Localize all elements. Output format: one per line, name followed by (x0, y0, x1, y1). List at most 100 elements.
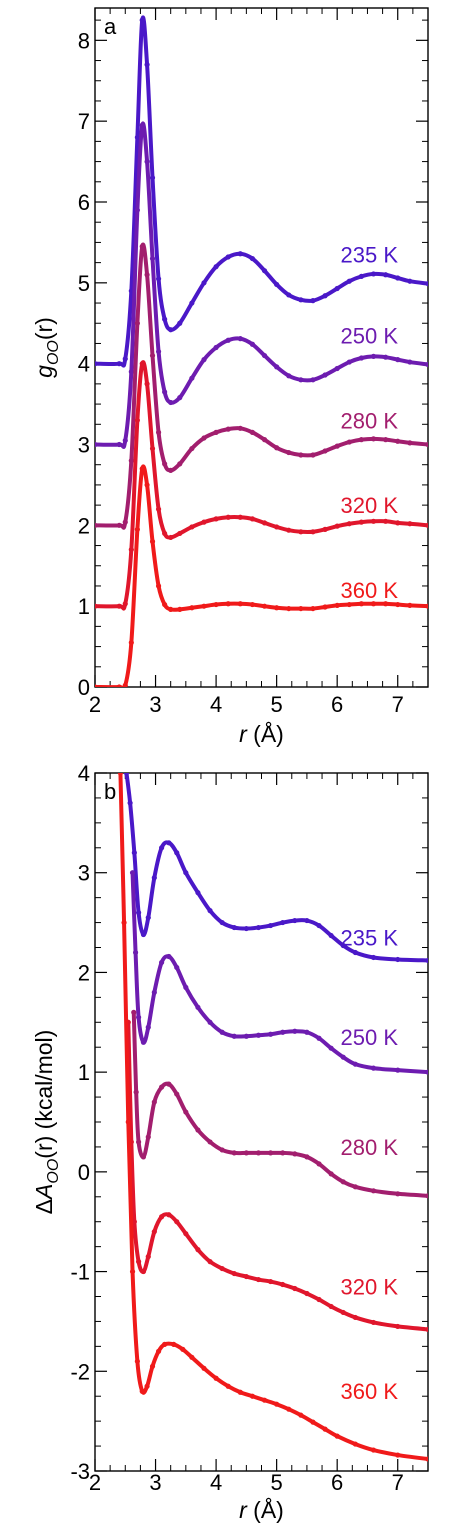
data-point (334, 365, 340, 372)
data-point (155, 1348, 162, 1354)
data-point (316, 1161, 322, 1167)
data-point (334, 523, 340, 529)
data-point (177, 320, 183, 326)
data-point (231, 1033, 237, 1039)
data-point (140, 1268, 147, 1275)
data-point (274, 605, 280, 611)
data-point (189, 605, 195, 611)
data-point (267, 1031, 274, 1037)
data-point (139, 122, 145, 128)
data-point (213, 1375, 219, 1381)
data-point (183, 870, 189, 876)
data-point (267, 1278, 274, 1285)
data-point (243, 1033, 249, 1039)
data-point (231, 924, 237, 931)
data-point (298, 529, 304, 535)
data-point (340, 1054, 346, 1060)
y-tick-label: 1 (78, 1060, 90, 1085)
data-point (274, 524, 280, 530)
x-tick-label: 6 (331, 1470, 343, 1495)
data-point (168, 606, 174, 613)
data-point (201, 1365, 207, 1371)
data-point (177, 530, 183, 537)
data-point (189, 375, 195, 381)
data-point (280, 1029, 286, 1035)
data-point (334, 1433, 340, 1439)
data-point (134, 134, 140, 140)
data-point (280, 1150, 286, 1156)
data-point (340, 1179, 346, 1185)
data-point (140, 1039, 147, 1045)
data-point (395, 520, 401, 526)
x-axis-label: r (Å) (239, 1496, 284, 1523)
x-tick-label: 4 (210, 1470, 222, 1495)
data-point (328, 1045, 334, 1051)
data-point (122, 356, 128, 362)
data-point (352, 1314, 358, 1321)
data-point (144, 381, 150, 387)
data-point (122, 437, 128, 444)
y-tick-label: 8 (78, 28, 90, 53)
data-point (383, 601, 389, 607)
data-point (213, 601, 219, 608)
data-point (249, 429, 256, 435)
data-point (286, 605, 292, 612)
data-point (135, 1014, 142, 1020)
data-point (425, 603, 428, 609)
data-point (425, 281, 428, 287)
x-tick-label: 4 (210, 692, 222, 717)
series-label: 280 K (341, 408, 399, 433)
data-point (346, 439, 352, 445)
data-point (280, 1281, 286, 1288)
data-point (249, 601, 256, 608)
data-point (155, 276, 162, 282)
data-point (370, 1447, 377, 1453)
data-point (213, 264, 219, 270)
data-point (201, 519, 207, 525)
data-point (352, 1061, 358, 1067)
series-group (117, 773, 428, 1462)
data-point (237, 425, 243, 431)
x-tick-label: 2 (89, 1470, 101, 1495)
data-point (166, 1081, 172, 1087)
data-point (207, 1019, 213, 1025)
data-point (286, 527, 292, 533)
data-point (395, 1191, 401, 1197)
data-point (189, 445, 195, 452)
data-point (352, 1441, 358, 1447)
data-point (134, 320, 140, 326)
series-label: 320 K (341, 1275, 399, 1300)
data-point (310, 298, 316, 304)
data-point (292, 1285, 298, 1292)
data-point (151, 875, 157, 881)
data-point (286, 292, 292, 298)
data-point (151, 1099, 157, 1105)
data-point (370, 518, 377, 524)
data-point (298, 1412, 304, 1418)
data-point (322, 448, 328, 454)
data-point (189, 300, 195, 306)
series-line-250k (95, 121, 428, 449)
data-point (116, 441, 122, 448)
data-point (135, 910, 142, 916)
data-point (237, 251, 243, 257)
data-point (255, 1150, 262, 1156)
data-point (328, 932, 334, 939)
data-point (383, 437, 389, 443)
data-point (195, 1004, 201, 1010)
series-label: 320 K (341, 493, 399, 518)
y-axis-label: ΔAOO(r) (kcal/mol) (31, 1030, 62, 1215)
data-point (358, 437, 364, 443)
y-tick-label: 6 (78, 190, 90, 215)
data-point (135, 1259, 142, 1265)
data-point (123, 773, 130, 776)
data-point (425, 1069, 428, 1075)
data-point (346, 278, 352, 284)
series-label: 250 K (341, 323, 399, 348)
data-point (395, 438, 401, 444)
panel-a: 2 3 4 5 6 7 0 1 2 3 4 5 6 7 8 235 K 250 K 280 K 320 K 360 K… (31, 7, 429, 747)
data-point (166, 953, 172, 960)
series-label: 360 K (341, 578, 399, 603)
data-point (370, 601, 377, 607)
data-point (225, 1383, 231, 1389)
